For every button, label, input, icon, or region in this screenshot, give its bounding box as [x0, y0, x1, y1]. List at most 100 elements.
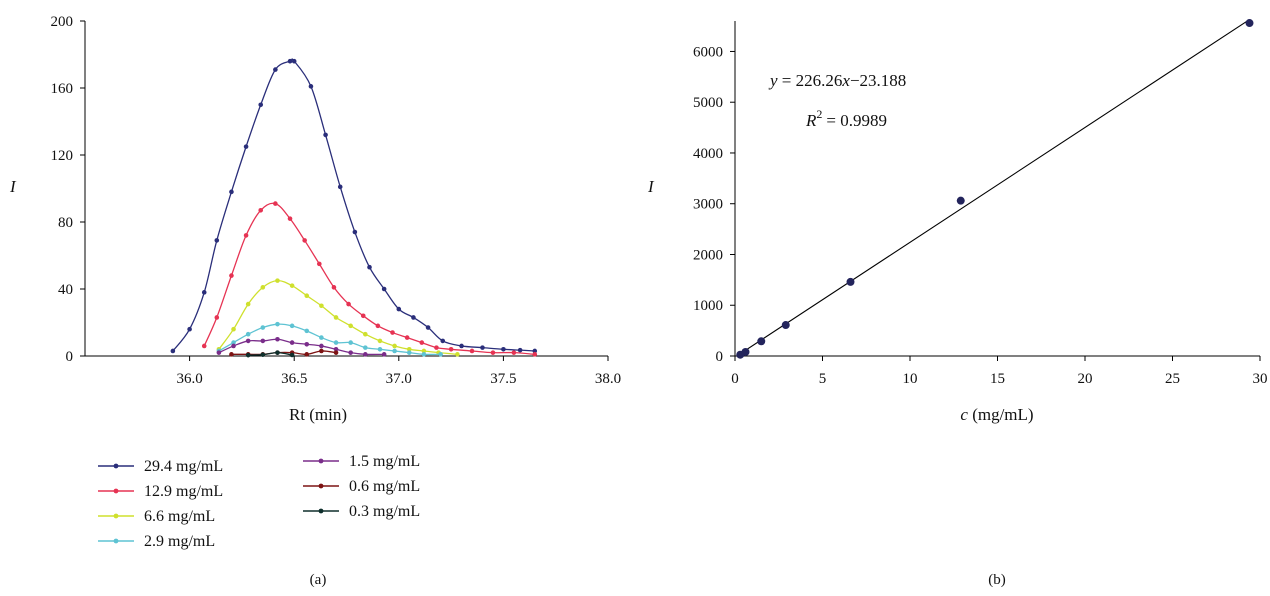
- legend-label: 6.6 mg/mL: [144, 508, 215, 525]
- y-tick-label: 120: [51, 148, 74, 164]
- legend-swatch-marker: [113, 463, 119, 469]
- x-tick-label: 37.0: [386, 371, 412, 387]
- series-line: [218, 338, 385, 356]
- data-point: [375, 323, 381, 329]
- data-point: [333, 340, 339, 345]
- data-point: [363, 345, 368, 350]
- x-tick-label: 20: [1078, 371, 1093, 387]
- x-tick-label: 25: [1165, 371, 1180, 387]
- x-tick-label: 36.5: [281, 371, 307, 387]
- data-point: [231, 340, 236, 345]
- data-point: [231, 343, 236, 349]
- data-point: [275, 336, 280, 342]
- data-point: [260, 338, 266, 344]
- y-tick-label: 1000: [693, 298, 723, 314]
- panel-b-ticks: 0 1000 2000 3000 4000 5000 6000 0 5 10 15 20 25 30: [693, 44, 1268, 387]
- x-tick-label: 36.0: [176, 371, 202, 387]
- panel-b-x-axis-variable: c: [960, 405, 968, 424]
- panel-b-x-axis-unit: (mg/mL): [972, 405, 1033, 424]
- panel-b-fit-equation: y = 226.26x−23.188: [768, 71, 906, 90]
- data-point: [289, 323, 295, 329]
- legend-item: 12.9 mg/mL: [98, 483, 223, 500]
- panel-b-y-axis-label: I: [647, 177, 655, 196]
- data-point: [289, 283, 295, 288]
- data-point: [367, 264, 372, 270]
- series-6.6-mg-ml: [216, 278, 460, 357]
- series-29.4-mg-ml: [170, 58, 538, 354]
- series-line: [248, 351, 293, 356]
- equation-x-variable: x: [841, 71, 850, 90]
- legend-item: 6.6 mg/mL: [98, 508, 215, 525]
- panel-a-label: (a): [310, 572, 327, 588]
- series-1.5-mg-ml: [216, 336, 387, 357]
- data-point: [229, 273, 234, 278]
- legend-swatch-marker: [113, 488, 119, 494]
- legend-label: 0.6 mg/mL: [349, 478, 420, 495]
- data-point: [404, 335, 410, 340]
- panel-b-x-axis-label: c (mg/mL): [960, 405, 1033, 424]
- data-point: [406, 347, 412, 352]
- data-point: [323, 132, 328, 138]
- data-point: [319, 343, 324, 349]
- data-point: [308, 84, 314, 89]
- legend-swatch-marker: [318, 508, 324, 514]
- series-2.9-mg-ml: [216, 321, 443, 357]
- data-point: [333, 315, 339, 320]
- data-point: [214, 238, 220, 243]
- panel-a-x-axis-label: Rt (min): [289, 405, 347, 424]
- data-point: [201, 290, 207, 295]
- legend-swatch-marker: [318, 458, 324, 464]
- data-point: [260, 352, 266, 357]
- panel-a-ticks: 0 40 80 120 160 200 36.0 36.5 37.0 37.5 38.0: [51, 14, 622, 387]
- legend-label: 0.3 mg/mL: [349, 503, 420, 520]
- r-squared-variable: R: [805, 111, 817, 130]
- data-point: [532, 352, 538, 357]
- x-tick-label: 0: [731, 371, 739, 387]
- panel-b-r-squared: R2 = 0.9989: [805, 107, 887, 130]
- data-point: [287, 216, 293, 221]
- data-point: [377, 338, 383, 344]
- data-point: [419, 340, 425, 345]
- legend-swatch-marker: [113, 513, 119, 519]
- data-point: [360, 313, 366, 319]
- data-point: [243, 144, 249, 149]
- regression-line: [739, 19, 1250, 355]
- legend-item: 1.5 mg/mL: [303, 453, 420, 470]
- data-point: [229, 352, 234, 357]
- panel-b-fit-line: [739, 19, 1250, 355]
- legend-item: 0.6 mg/mL: [303, 478, 420, 495]
- data-point: [363, 331, 368, 337]
- y-tick-label: 200: [51, 14, 74, 30]
- data-point: [406, 350, 412, 355]
- data-point: [421, 352, 427, 357]
- y-tick-label: 6000: [693, 44, 723, 60]
- x-tick-label: 5: [819, 371, 827, 387]
- data-point: [289, 340, 295, 345]
- data-point: [392, 348, 397, 354]
- y-tick-label: 80: [58, 215, 73, 231]
- data-point: [377, 347, 383, 352]
- data-point: [469, 348, 475, 354]
- data-point: [243, 233, 249, 238]
- data-point: [348, 323, 353, 329]
- data-point: [187, 326, 192, 332]
- data-point: [390, 330, 395, 335]
- legend-swatch-marker: [113, 538, 119, 544]
- data-point: [201, 343, 207, 349]
- calibration-point: [781, 321, 790, 330]
- data-point: [517, 347, 523, 353]
- legend-item: 0.3 mg/mL: [303, 503, 420, 520]
- series-line: [172, 58, 535, 352]
- data-point: [448, 347, 454, 352]
- legend-item: 29.4 mg/mL: [98, 458, 223, 475]
- data-point: [411, 315, 416, 320]
- equation-equals: =: [782, 71, 792, 90]
- x-tick-label: 37.5: [490, 371, 516, 387]
- data-point: [229, 189, 234, 195]
- data-point: [331, 285, 337, 290]
- legend-swatch-marker: [318, 483, 324, 489]
- data-point: [260, 285, 266, 290]
- data-point: [304, 328, 310, 334]
- data-point: [421, 348, 427, 354]
